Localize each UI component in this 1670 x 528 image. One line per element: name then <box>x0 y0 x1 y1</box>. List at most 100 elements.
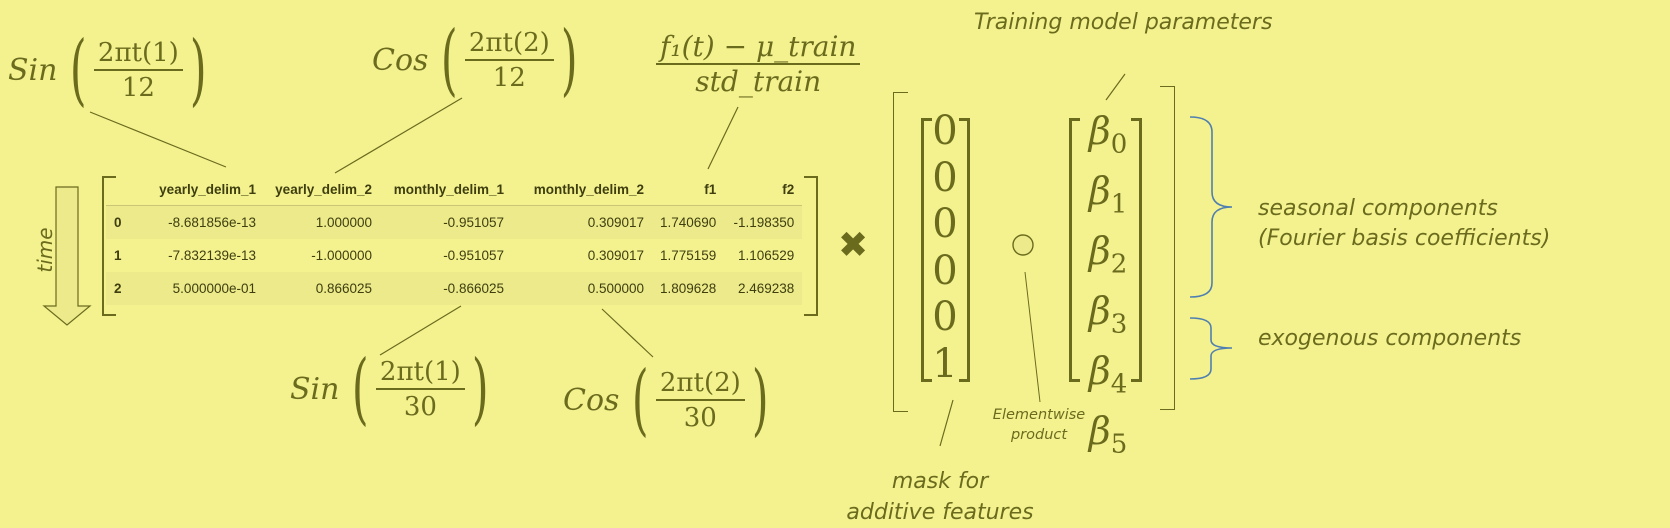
connector-mask <box>939 399 954 447</box>
numerator: 2πt(1) <box>93 38 183 71</box>
table-cell: 5.000000e-01 <box>138 272 264 305</box>
formula-fn: Sin <box>290 371 340 407</box>
formula-fn: Cos <box>372 42 429 78</box>
fraction: f₁(t) − μ_train std_train <box>656 32 861 98</box>
row-index: 1 <box>106 239 138 272</box>
table-cell: 0.309017 <box>512 205 652 239</box>
beta-index: 4 <box>1110 369 1128 400</box>
beta-symbol: β <box>1088 409 1111 454</box>
header-yearly-delim-1: yearly_delim_1 <box>138 178 264 206</box>
seasonal-label: seasonal components <box>1258 196 1498 221</box>
beta-entry: β0 <box>1089 108 1128 168</box>
table-cell: 1.106529 <box>724 239 803 272</box>
fraction: 2πt(2) 12 <box>464 28 554 93</box>
training-params-label: Training model parameters <box>974 10 1273 35</box>
row-index: 2 <box>106 272 138 305</box>
exogenous-label: exogenous components <box>1258 326 1522 351</box>
table-cell: -8.681856e-13 <box>138 205 264 239</box>
beta-entry: β3 <box>1089 288 1128 348</box>
denominator: 30 <box>683 402 717 433</box>
beta-index: 1 <box>1110 189 1128 220</box>
mask-label-line1: mask for <box>891 469 989 494</box>
beta-symbol: β <box>1088 229 1111 274</box>
numerator: 2πt(1) <box>375 357 465 390</box>
beta-symbol: β <box>1088 289 1111 334</box>
denominator: 12 <box>121 72 155 103</box>
left-paren: ( <box>352 344 370 434</box>
time-arrow-icon <box>42 186 92 326</box>
beta-entry: β5 <box>1089 408 1128 468</box>
left-paren: ( <box>441 15 459 105</box>
connector-top-left <box>89 111 227 168</box>
fraction: 2πt(2) 30 <box>655 368 745 433</box>
table-left-bracket <box>102 176 116 316</box>
mask-vector: 0 0 0 0 0 1 <box>930 108 960 387</box>
mask-value: 1 <box>932 340 958 387</box>
beta-index: 3 <box>1110 309 1128 340</box>
mask-label-line2: additive features <box>846 500 1034 525</box>
mask-right-bracket <box>959 118 970 382</box>
elementwise-label: Elementwise product <box>984 405 1094 445</box>
numerator: 2πt(2) <box>655 368 745 401</box>
beta-index: 0 <box>1110 129 1128 160</box>
table-cell: -1.000000 <box>264 239 380 272</box>
elementwise-product-icon <box>1012 234 1034 256</box>
formula-cos-12: Cos ( 2πt(2) 12 ) <box>372 21 584 99</box>
mask-value: 0 <box>932 294 958 340</box>
formula-sin-12: Sin ( 2πt(1) 12 ) <box>8 31 213 109</box>
seasonal-brace-icon <box>1189 116 1233 298</box>
table-cell: 0.309017 <box>512 239 652 272</box>
connector-bottom-left <box>379 305 462 356</box>
row-index: 0 <box>106 205 138 239</box>
table-right-bracket <box>804 176 818 316</box>
beta-left-bracket <box>1069 118 1080 382</box>
mask-value: 0 <box>932 247 958 294</box>
header-index <box>106 178 138 206</box>
connector-top-right <box>707 106 739 170</box>
table-cell: -7.832139e-13 <box>138 239 264 272</box>
beta-index: 2 <box>1110 249 1128 280</box>
table-cell: 0.500000 <box>512 272 652 305</box>
connector-params <box>1105 73 1126 101</box>
multiply-icon: ✖ <box>838 225 869 266</box>
header-yearly-delim-2: yearly_delim_2 <box>264 178 380 206</box>
header-f2: f2 <box>724 178 803 206</box>
table-cell: -0.951057 <box>380 205 512 239</box>
beta-index: 5 <box>1110 430 1128 461</box>
header-monthly-delim-2: monthly_delim_2 <box>512 178 652 206</box>
mask-left-bracket <box>921 118 932 382</box>
table-cell: -0.951057 <box>380 239 512 272</box>
numerator: 2πt(2) <box>464 28 554 61</box>
formula-cos-30: Cos ( 2πt(2) 30 ) <box>563 361 775 439</box>
numerator: f₁(t) − μ_train <box>656 32 861 65</box>
connector-bottom-right <box>601 308 654 358</box>
formula-normalized-f1: f₁(t) − μ_train std_train <box>656 32 861 98</box>
formula-sin-30: Sin ( 2πt(1) 30 ) <box>290 350 495 428</box>
mask-value: 0 <box>932 154 958 201</box>
elementwise-label-line2: product <box>1010 427 1068 443</box>
beta-vector: β0 β1 β2 β3 β4 β5 <box>1080 108 1136 469</box>
denominator: 12 <box>492 62 526 93</box>
right-paren: ) <box>189 25 207 115</box>
beta-entry: β1 <box>1089 168 1128 228</box>
formula-fn: Sin <box>8 52 58 88</box>
denominator: std_train <box>695 65 822 98</box>
table-header-row: yearly_delim_1 yearly_delim_2 monthly_de… <box>106 178 803 206</box>
beta-entry: β4 <box>1089 348 1128 408</box>
beta-entry: β2 <box>1089 228 1128 288</box>
connector-top-mid <box>334 97 463 174</box>
elementwise-label-line1: Elementwise <box>992 407 1086 423</box>
left-paren: ( <box>70 25 88 115</box>
table-cell: 1.775159 <box>652 239 725 272</box>
mask-value: 0 <box>932 201 958 247</box>
beta-symbol: β <box>1088 109 1111 153</box>
right-paren: ) <box>560 15 578 105</box>
dataframe-table: yearly_delim_1 yearly_delim_2 monthly_de… <box>106 178 803 305</box>
time-label: time <box>33 227 57 273</box>
seasonal-sublabel: (Fourier basis coefficients) <box>1258 226 1551 251</box>
header-f1: f1 <box>652 178 725 206</box>
denominator: 30 <box>403 391 437 422</box>
table-cell: -0.866025 <box>380 272 512 305</box>
